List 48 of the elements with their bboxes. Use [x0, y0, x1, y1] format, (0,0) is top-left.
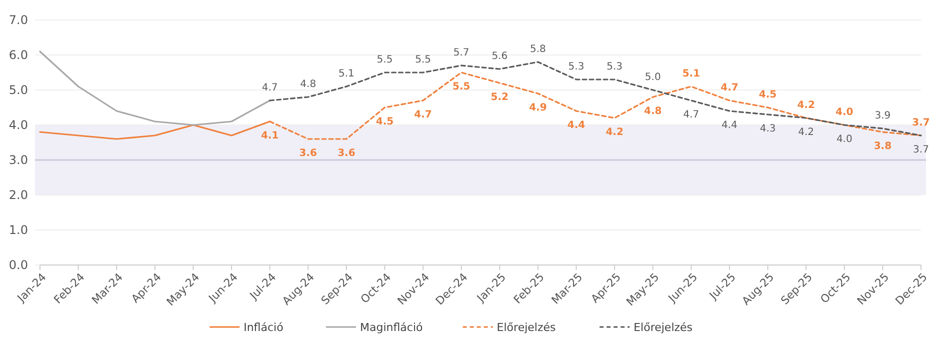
- y-tick-label: 0.0: [8, 258, 28, 272]
- data-label: 4.7: [262, 82, 278, 94]
- legend-label: Infláció: [244, 320, 284, 334]
- data-label: 4.3: [760, 124, 776, 134]
- data-label: 5.3: [606, 62, 623, 72]
- legend-label: Előrejelzés: [496, 320, 556, 334]
- data-label: 5.5: [415, 54, 431, 66]
- data-label: 4.8: [300, 79, 316, 90]
- y-tick-label: 2.0: [8, 188, 28, 202]
- data-label: 4.4: [567, 120, 586, 131]
- data-label: 4.5: [376, 116, 394, 128]
- legend-label: Maginfláció: [360, 320, 424, 334]
- data-label: 5.6: [492, 51, 508, 62]
- data-label: 4.7: [683, 110, 700, 120]
- data-label: 4.8: [644, 106, 662, 117]
- y-tick-label: 6.0: [8, 48, 28, 62]
- data-label: 5.1: [682, 68, 700, 80]
- data-label: 5.3: [568, 62, 584, 72]
- y-tick-label: 5.0: [8, 83, 28, 98]
- data-label: 4.4: [722, 120, 738, 131]
- data-label: 5.0: [644, 72, 661, 83]
- data-label: 5.8: [530, 44, 546, 55]
- data-label: 5.5: [452, 82, 470, 92]
- data-label: 3.8: [874, 141, 892, 152]
- legend-label: Előrejelzés: [634, 320, 693, 334]
- data-label: 4.2: [798, 127, 814, 138]
- y-tick-label: 1.0: [8, 223, 28, 238]
- data-label: 4.2: [797, 100, 815, 111]
- data-label: 3.7: [913, 144, 929, 156]
- data-label: 4.5: [758, 90, 777, 100]
- data-label: 4.0: [836, 134, 852, 145]
- data-label: 4.7: [720, 82, 738, 94]
- data-label: 5.7: [453, 48, 470, 58]
- data-label: 3.7: [912, 118, 930, 128]
- data-label: 4.1: [260, 130, 279, 142]
- data-label: 4.7: [414, 110, 432, 120]
- data-label: 3.6: [338, 148, 356, 159]
- data-label: 4.9: [529, 102, 547, 114]
- y-tick-label: 4.0: [8, 118, 28, 132]
- y-tick-label: 3.0: [8, 153, 28, 168]
- data-label: 5.5: [376, 54, 393, 66]
- data-label: 5.1: [338, 68, 354, 80]
- data-label: 4.0: [836, 107, 854, 118]
- data-label: 3.6: [299, 148, 318, 159]
- data-label: 3.9: [874, 110, 891, 122]
- data-label: 5.2: [490, 92, 509, 103]
- data-label: 4.2: [606, 127, 624, 138]
- y-tick-label: 7.0: [8, 13, 28, 28]
